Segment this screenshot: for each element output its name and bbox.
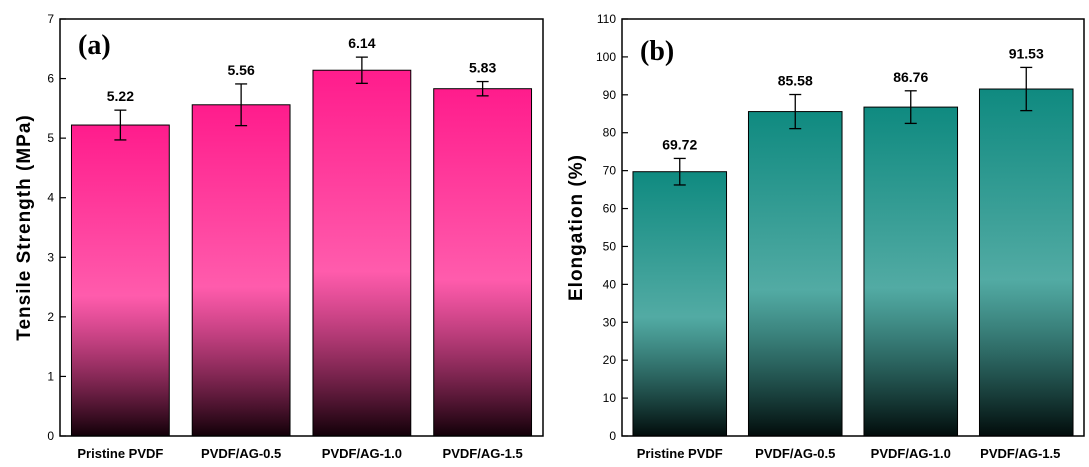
bar-value-label: 6.14 (348, 35, 375, 51)
panel-a-error-bars (114, 56, 489, 141)
bar (433, 88, 533, 437)
bar-value-label: 5.83 (469, 60, 496, 76)
bar (747, 111, 843, 437)
bar (191, 104, 291, 437)
x-category-label: PVDF/AG-1.5 (980, 446, 1060, 461)
y-tick-label: 50 (603, 239, 617, 253)
y-tick-label: 6 (47, 72, 54, 86)
x-category-label: Pristine PVDF (637, 446, 723, 461)
x-category-label: Pristine PVDF (77, 446, 163, 461)
x-category-label: PVDF/AG-0.5 (755, 446, 835, 461)
y-tick-label: 20 (603, 353, 617, 367)
error-bar (114, 109, 127, 141)
y-tick-label: 7 (47, 12, 54, 26)
y-tick-label: 4 (47, 191, 54, 205)
y-tick-label: 3 (47, 250, 54, 264)
panel-a-category-labels: Pristine PVDF PVDF/AG-0.5 PVDF/AG-1.0 PVDF/… (77, 446, 522, 461)
panel-a-label: (a) (78, 30, 111, 61)
y-tick-label: 60 (603, 202, 617, 216)
bar (863, 106, 959, 437)
error-bar (1020, 66, 1033, 112)
panel-b-y-axis-title: Elongation (%) (566, 154, 587, 301)
panel-b-category-labels: Pristine PVDF PVDF/AG-0.5 PVDF/AG-1.0 PVDF/… (637, 446, 1061, 461)
x-category-label: PVDF/AG-0.5 (201, 446, 281, 461)
panel-b-plot-frame (621, 18, 1085, 437)
x-category-label: PVDF/AG-1.0 (871, 446, 951, 461)
error-bar (673, 157, 686, 186)
panel-a-y-axis-title: Tensile Strength (MPa) (14, 114, 35, 340)
bar (312, 69, 412, 437)
y-tick-label: 80 (603, 126, 617, 140)
y-tick-label: 40 (603, 277, 617, 291)
bar (978, 88, 1074, 437)
y-tick-label: 0 (47, 429, 54, 443)
bar-value-label: 91.53 (1009, 45, 1044, 61)
panel-a-plot-frame (59, 18, 544, 437)
y-tick-label: 90 (603, 88, 617, 102)
bar-value-label: 5.22 (107, 88, 134, 104)
error-bar (355, 56, 368, 84)
panel-a-tensile-strength: Tensile Strength (MPa) (a) 5.225.566.145… (14, 12, 544, 461)
panel-a-bars (70, 69, 533, 437)
error-bar (904, 90, 917, 125)
x-category-label: PVDF/AG-1.5 (443, 446, 523, 461)
y-tick-label: 100 (596, 50, 616, 64)
panel-b-y-ticks: 0 10 20 30 40 50 60 70 80 90 100 110 (596, 12, 628, 443)
panel-a-value-labels: 5.22 5.56 6.14 5.83 (107, 35, 497, 104)
panel-b-error-bars (673, 66, 1033, 186)
y-tick-label: 30 (603, 315, 617, 329)
y-tick-label: 2 (47, 310, 54, 324)
panel-b-bars (632, 88, 1074, 437)
panel-b-value-labels: 69.72 85.58 86.76 91.53 (662, 45, 1044, 152)
bar (70, 124, 170, 437)
panel-b-label: (b) (640, 36, 674, 67)
y-tick-label: 5 (47, 131, 54, 145)
y-tick-label: 70 (603, 164, 617, 178)
x-category-label: PVDF/AG-1.0 (322, 446, 402, 461)
error-bar (789, 93, 802, 130)
error-bar (476, 80, 489, 97)
y-tick-label: 110 (597, 12, 616, 26)
bar (632, 171, 728, 437)
y-tick-label: 0 (609, 429, 616, 443)
bar-value-label: 5.56 (228, 62, 255, 78)
panel-a-y-ticks: 0 1 2 3 4 5 6 7 (47, 12, 66, 443)
y-tick-label: 1 (47, 369, 54, 383)
bar-value-label: 69.72 (662, 136, 697, 152)
y-tick-label: 10 (603, 391, 617, 405)
bar-value-label: 86.76 (893, 69, 928, 85)
error-bar (235, 83, 248, 127)
bar-value-label: 85.58 (778, 73, 813, 89)
